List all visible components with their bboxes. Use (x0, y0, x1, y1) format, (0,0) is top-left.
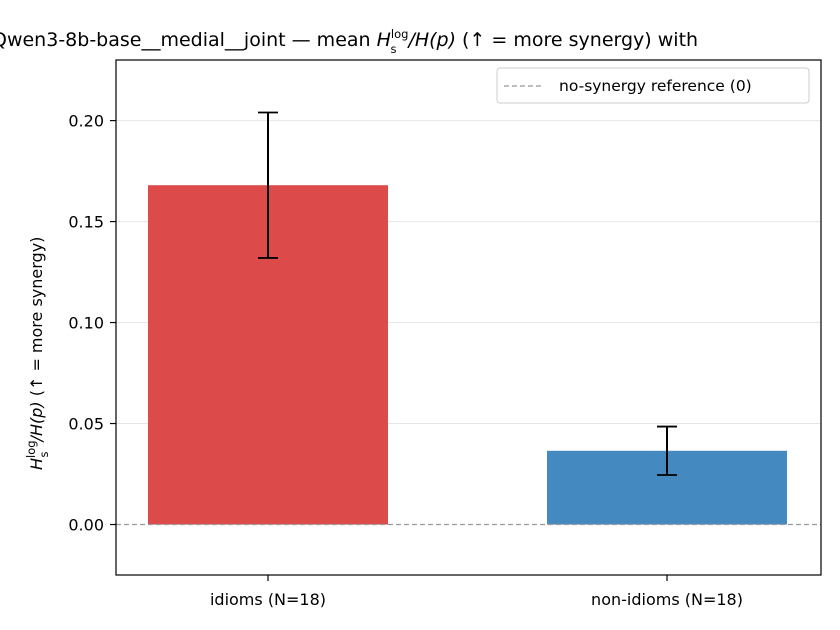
y-tick-label: 0.00 (68, 516, 104, 535)
ylabel-h: H (27, 458, 46, 470)
legend-reference-label: no-synergy reference (0) (559, 77, 752, 95)
plot-frame (115, 59, 822, 576)
y-axis-ticks: 0.00 0.05 0.10 0.15 0.20 (68, 112, 116, 535)
legend-box (496, 67, 810, 104)
x-axis-ticks: idioms (N=18) non-idioms (N=18) (210, 575, 743, 609)
x-tick-label: idioms (N=18) (210, 590, 326, 609)
chart-title: Qwen3-8b-base__medial__joint — mean Hlog… (0, 27, 698, 56)
error-bars (258, 111, 677, 476)
x-tick-label: non-idioms (N=18) (591, 590, 743, 609)
title-mid: /H(p) (406, 29, 456, 51)
ylabel-sub: s (37, 451, 51, 457)
y-tick-label: 0.05 (68, 415, 104, 434)
title-h: H (377, 29, 391, 51)
title-sup: log (391, 27, 409, 41)
ylabel-suffix: (↑ = more synergy) (27, 237, 46, 402)
title-suffix: (↑ = more synergy) with (456, 29, 698, 51)
title-sub: s (390, 42, 396, 56)
ylabel-sup: log (24, 440, 38, 458)
y-axis-label: Hlogs/H(p) (↑ = more synergy) (24, 237, 51, 470)
y-tick-label: 0.20 (68, 112, 104, 131)
bars (148, 185, 787, 525)
y-tick-label: 0.10 (68, 314, 104, 333)
ylabel-mid: /H(p) (27, 401, 46, 443)
title-prefix: Qwen3-8b-base__medial__joint — mean (0, 29, 377, 51)
legend: no-synergy reference (0) (496, 67, 810, 104)
y-tick-label: 0.15 (68, 213, 104, 232)
